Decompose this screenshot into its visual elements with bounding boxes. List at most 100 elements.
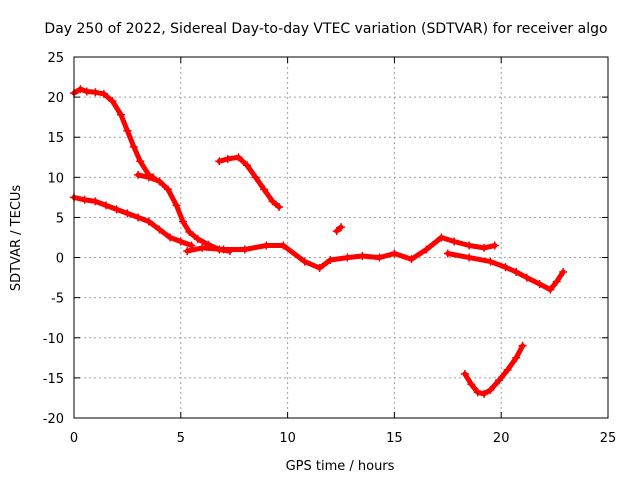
data-point <box>358 251 367 260</box>
data-point <box>486 257 495 266</box>
series-trace <box>462 343 526 397</box>
data-point <box>443 249 452 258</box>
data-point <box>512 267 521 276</box>
data-point <box>326 255 335 264</box>
x-ticks: 0 5 10 15 20 25 <box>70 57 616 446</box>
data-point <box>552 277 561 286</box>
series-isolated <box>332 223 345 236</box>
series-noon-arc <box>215 153 284 212</box>
data-point <box>486 385 495 394</box>
y-tick-label: -20 <box>43 412 64 427</box>
data-point <box>82 87 91 96</box>
series-trace <box>71 86 156 180</box>
data-point <box>183 247 192 256</box>
data-point <box>495 376 504 385</box>
data-point <box>178 217 187 226</box>
data-point <box>407 255 416 264</box>
x-axis-label: GPS time / hours <box>286 459 395 474</box>
data-point <box>337 223 345 232</box>
y-ticks: -20 -15 -10 -5 0 5 10 15 20 25 <box>43 51 608 427</box>
data-point <box>91 88 100 97</box>
data-point <box>99 89 108 98</box>
data-point <box>315 263 324 272</box>
data-point <box>460 369 469 378</box>
data-point <box>155 177 164 186</box>
y-tick-label: 0 <box>56 252 64 267</box>
data-point <box>518 341 527 350</box>
data-point <box>473 388 482 397</box>
x-tick-label: 25 <box>600 431 617 446</box>
data-point <box>243 161 252 170</box>
data-point <box>223 154 232 163</box>
y-tick-label: -10 <box>43 332 64 347</box>
data-point <box>465 253 474 262</box>
data-point <box>129 142 138 151</box>
data-point <box>437 233 446 242</box>
data-point <box>116 110 125 119</box>
data-point <box>112 205 121 214</box>
data-point <box>422 245 431 254</box>
data-point <box>155 225 164 234</box>
data-point <box>501 263 510 272</box>
data-point <box>198 243 207 252</box>
data-point <box>332 227 341 236</box>
data-layer <box>70 85 568 398</box>
data-point <box>234 153 243 162</box>
data-point <box>480 389 489 398</box>
data-point <box>375 253 384 262</box>
data-point <box>279 241 288 250</box>
data-point <box>251 173 260 182</box>
data-point <box>76 85 85 94</box>
grid <box>74 57 608 418</box>
data-point <box>144 217 153 226</box>
y-tick-label: 5 <box>56 211 64 226</box>
x-tick-label: 20 <box>493 431 510 446</box>
plot-frame <box>73 56 609 419</box>
data-point <box>262 241 271 250</box>
data-point <box>102 201 111 210</box>
data-point <box>123 209 132 218</box>
data-point <box>390 249 399 258</box>
data-point <box>450 237 459 246</box>
data-point <box>108 97 117 106</box>
series-negative-arc <box>460 341 527 398</box>
data-point <box>185 227 194 236</box>
chart-title: Day 250 of 2022, Sidereal Day-to-day VTE… <box>44 21 607 37</box>
series-late-tail <box>443 249 568 294</box>
data-point <box>465 241 474 250</box>
data-point <box>522 273 531 282</box>
data-point <box>503 365 512 374</box>
data-point <box>240 245 249 254</box>
data-point <box>546 285 555 294</box>
data-point <box>134 213 143 222</box>
data-point <box>559 267 568 276</box>
data-point <box>260 185 269 194</box>
data-point <box>300 257 309 266</box>
y-tick-label: -15 <box>43 372 64 387</box>
data-point <box>134 170 143 179</box>
data-point <box>80 195 89 204</box>
data-point <box>123 126 132 135</box>
y-tick-label: 25 <box>47 51 64 66</box>
y-tick-label: 10 <box>47 171 64 186</box>
series-trace <box>445 251 566 293</box>
x-tick-label: 0 <box>70 431 78 446</box>
data-point <box>467 380 476 389</box>
data-point <box>219 245 228 254</box>
data-point <box>535 280 544 289</box>
series-trace <box>135 172 233 254</box>
y-tick-label: -5 <box>51 292 64 307</box>
x-tick-label: 15 <box>386 431 403 446</box>
series-lower-arc <box>70 193 196 250</box>
data-point <box>144 173 153 182</box>
data-point <box>166 233 175 242</box>
data-point <box>490 241 499 250</box>
data-point <box>172 201 181 210</box>
data-point <box>343 253 352 262</box>
y-axis-label: SDTVAR / TECUs <box>9 185 24 292</box>
series-baseline <box>183 233 499 272</box>
data-point <box>215 157 224 166</box>
data-point <box>512 353 521 362</box>
data-point <box>136 157 145 166</box>
